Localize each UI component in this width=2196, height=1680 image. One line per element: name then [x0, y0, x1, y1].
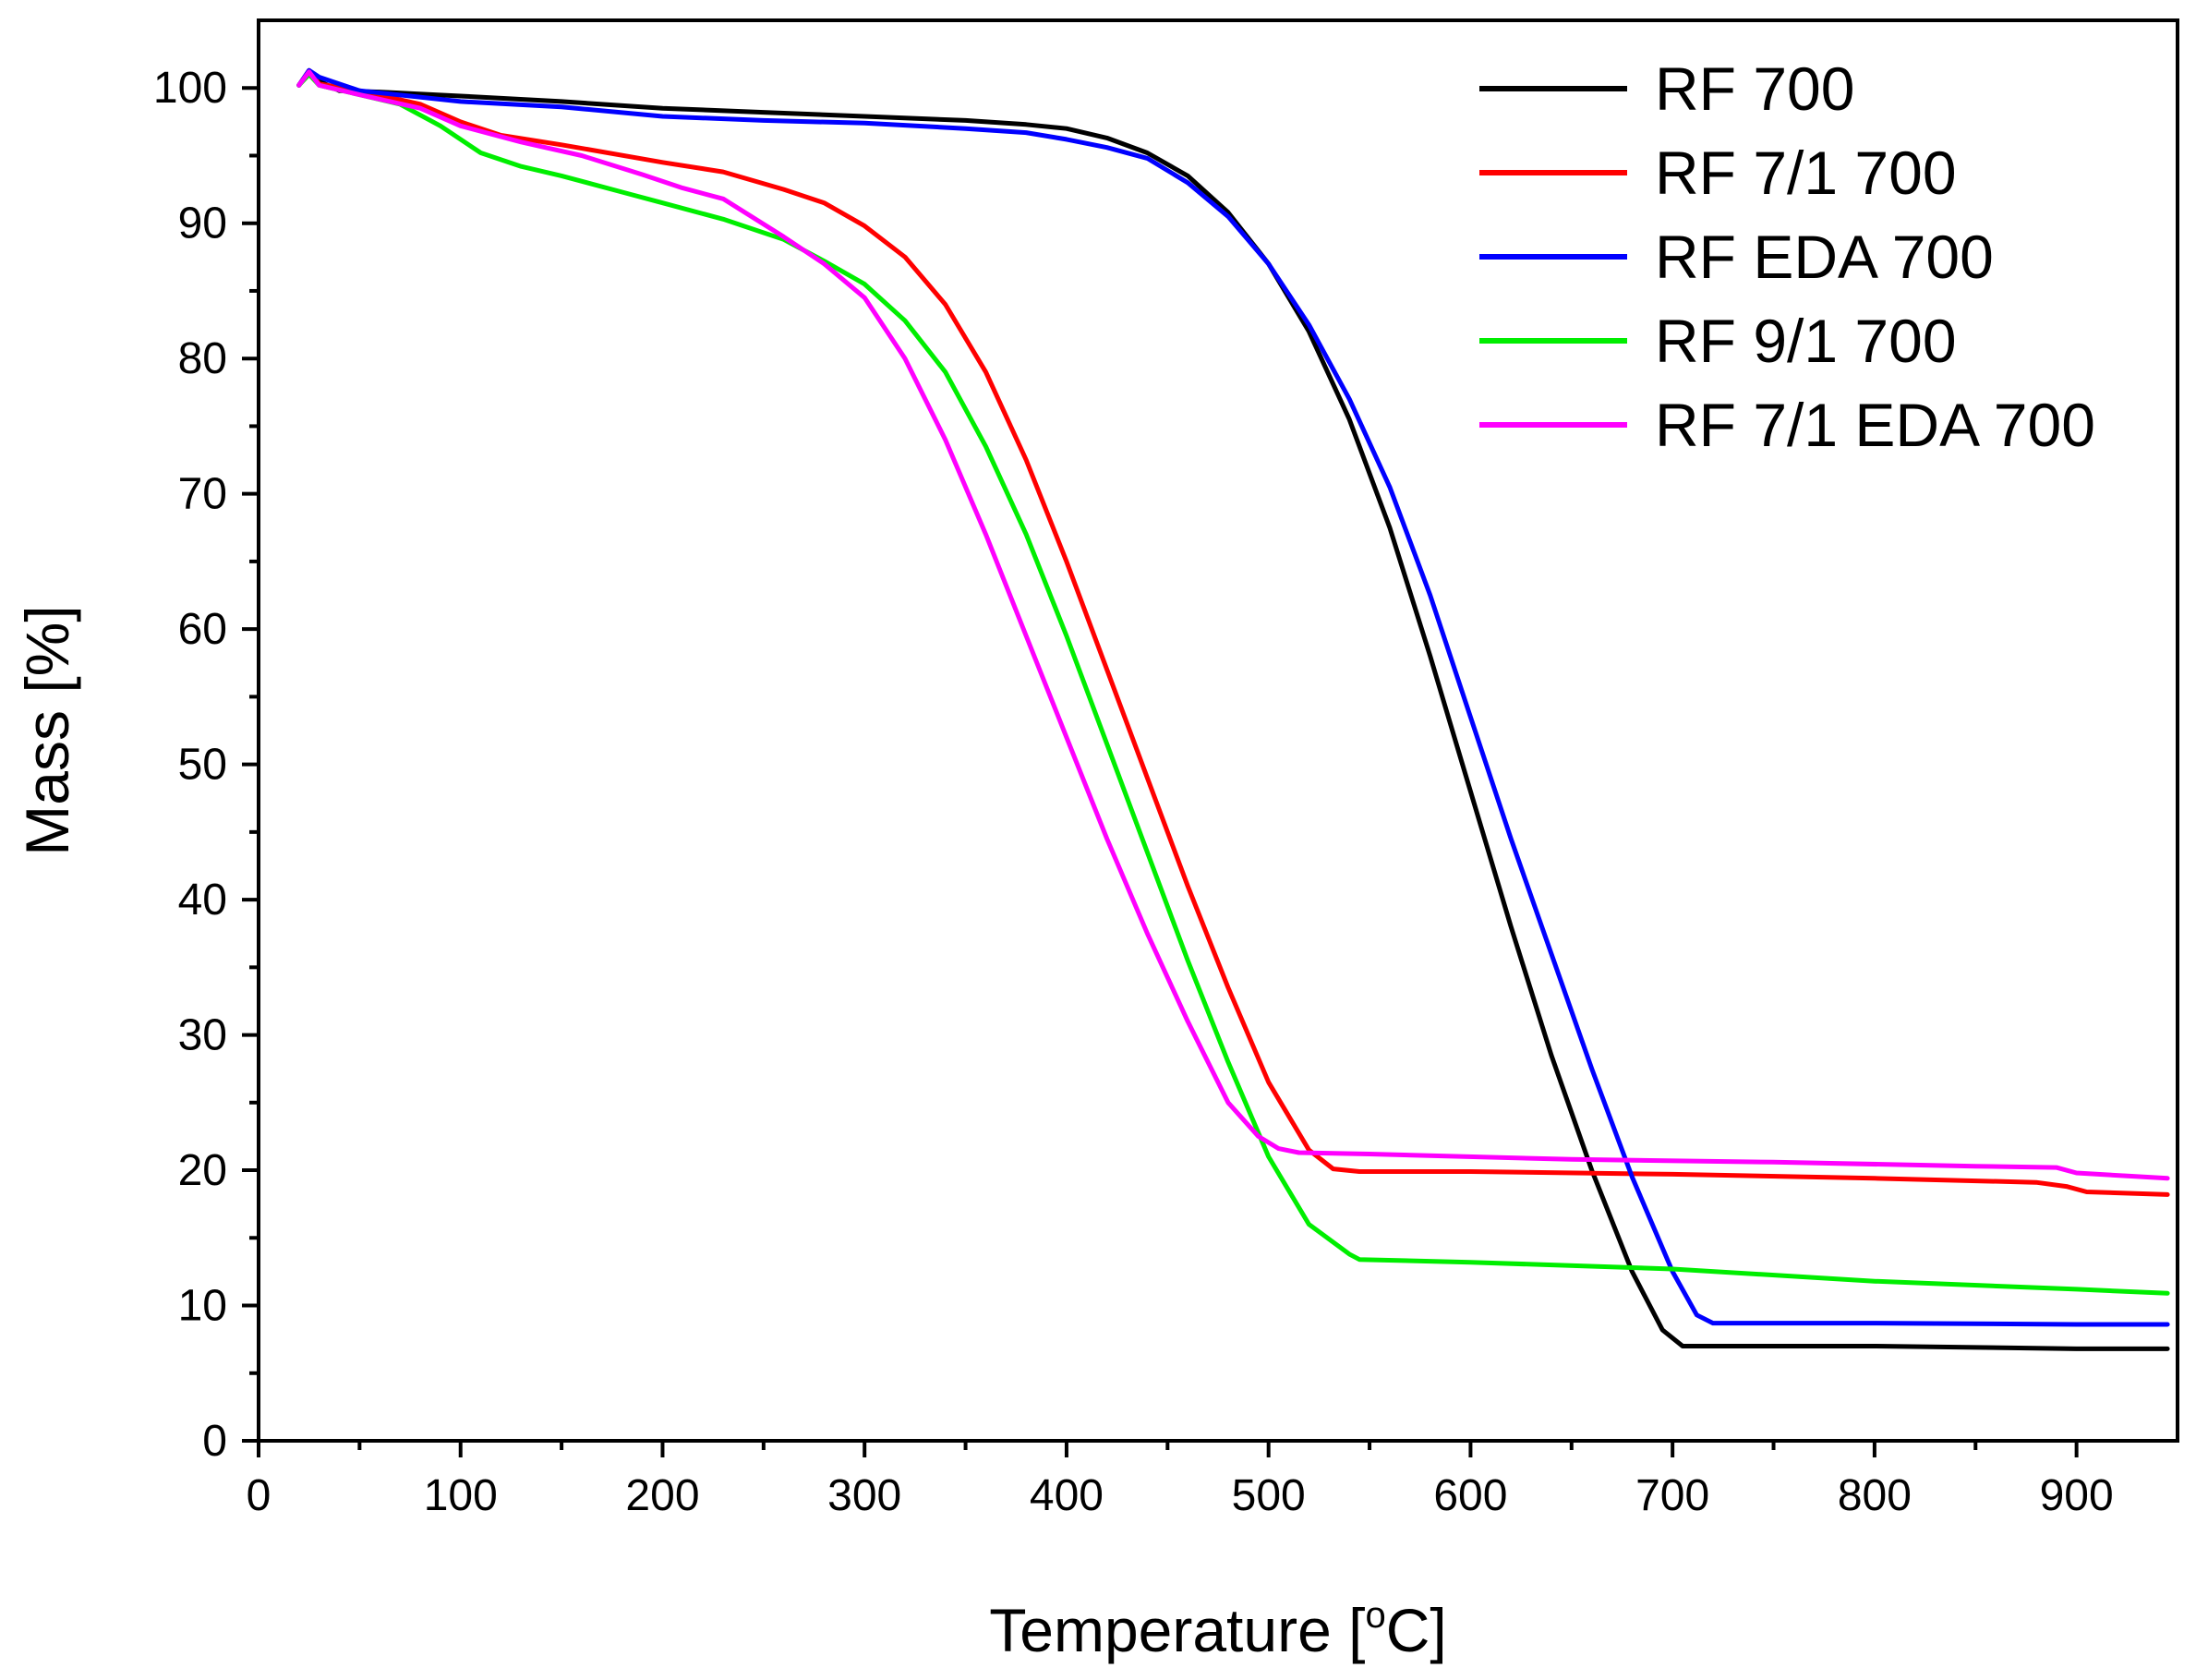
tick-labels: 0 100 200 300 400 500 600 700 800 900 0 10 20 30 40 50 6…: [153, 64, 2114, 1520]
axis-ticks: [242, 86, 2079, 1457]
x-tick-label: 200: [625, 1471, 699, 1520]
legend-label-4: RF 9/1 700: [1655, 307, 1957, 375]
y-tick-label: 40: [178, 876, 227, 925]
y-tick-label: 80: [178, 334, 227, 383]
x-tick-label: 600: [1433, 1471, 1507, 1520]
x-axis-unit-prefix: [: [1348, 1596, 1365, 1664]
y-tick-label: 10: [178, 1282, 227, 1331]
y-tick-label: 50: [178, 741, 227, 790]
y-tick-label: 70: [178, 470, 227, 519]
legend: RF 700 RF 7/1 700 RF EDA 700 RF 9/1 700 RF 7…: [1479, 54, 2095, 459]
x-axis-title-main: Temperature: [989, 1596, 1332, 1664]
x-axis-unit-degree: o: [1365, 1595, 1385, 1636]
series-line-2: [296, 67, 2170, 1197]
y-tick-label: 60: [178, 605, 227, 654]
series-line-4: [296, 72, 2170, 1296]
y-tick-label: 0: [202, 1417, 227, 1466]
x-tick-label: 900: [2040, 1471, 2114, 1520]
x-tick-label: 700: [1635, 1471, 1709, 1520]
y-tick-label: 100: [153, 64, 227, 113]
x-axis-unit-suffix: C]: [1386, 1596, 1447, 1664]
series-line-5: [296, 69, 2170, 1181]
y-tick-label: 30: [178, 1011, 227, 1060]
x-tick-label: 800: [1838, 1471, 1912, 1520]
x-tick-label: 300: [827, 1471, 901, 1520]
legend-label-5: RF 7/1 EDA 700: [1655, 391, 2095, 459]
series-line-3: [296, 67, 2170, 1327]
legend-label-3: RF EDA 700: [1655, 223, 1994, 291]
y-axis-title: Mass [%]: [13, 605, 81, 855]
series-lines: [296, 67, 2170, 1351]
legend-label-1: RF 700: [1655, 54, 1854, 123]
x-tick-label: 0: [247, 1471, 271, 1520]
x-tick-label: 400: [1030, 1471, 1104, 1520]
legend-label-2: RF 7/1 700: [1655, 139, 1957, 207]
y-tick-label: 20: [178, 1146, 227, 1195]
plot-frame: [257, 18, 2179, 1443]
x-tick-label: 100: [424, 1471, 498, 1520]
y-tick-label: 90: [178, 199, 227, 248]
x-tick-label: 500: [1232, 1471, 1306, 1520]
x-axis-title: Temperature [oC]: [989, 1595, 1446, 1664]
